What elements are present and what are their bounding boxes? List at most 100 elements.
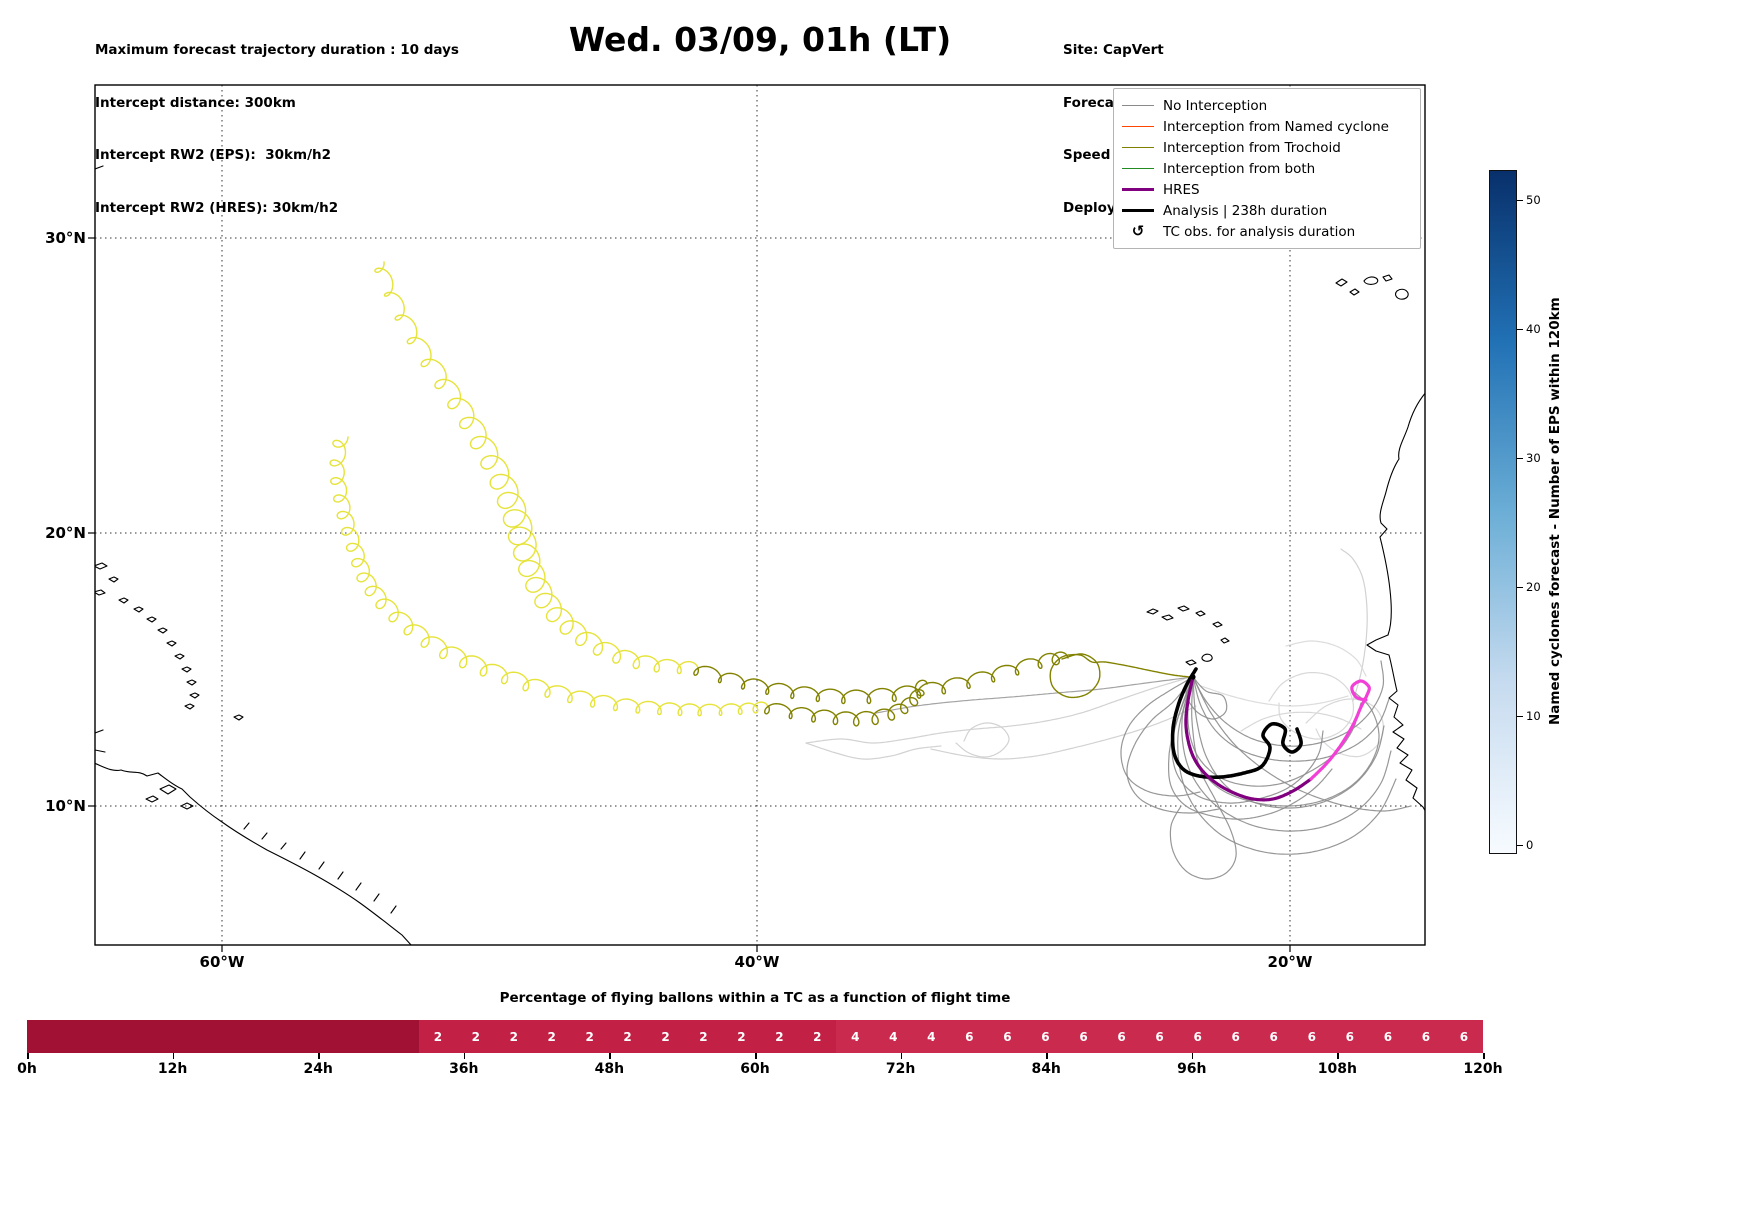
colorbar-tick	[1517, 587, 1523, 589]
strip-percent-value: 4	[851, 1029, 860, 1044]
strip-axis-tick-label: 108h	[1317, 1061, 1357, 1077]
legend-line	[1122, 105, 1154, 106]
coastline-trinidad	[95, 729, 194, 810]
strip-axis-tick	[318, 1053, 320, 1059]
coastline-africa	[1366, 392, 1425, 812]
strip-axis-tick-label: 12h	[157, 1061, 188, 1077]
legend: No Interception Interception from Named c…	[1113, 88, 1421, 249]
figure-title: Wed. 03/09, 01h (LT)	[568, 20, 952, 59]
trajectory-eps-light-7	[955, 722, 1010, 758]
colorbar	[1489, 170, 1517, 854]
legend-item-2: Interception from Trochoid	[1122, 137, 1412, 158]
colorbar-tick-label: 20	[1526, 580, 1541, 594]
colorbar-tick	[1517, 716, 1523, 718]
legend-line-swatch	[1122, 209, 1154, 212]
strip-percent-value: 6	[1345, 1029, 1355, 1044]
lat-label-10n: 10°N	[45, 797, 86, 815]
gridlines	[95, 85, 1425, 945]
lon-label-40w: 40°W	[734, 953, 780, 971]
strip-axis-tick	[1483, 1053, 1485, 1059]
legend-item-0: No Interception	[1122, 95, 1412, 116]
strip-percent-value: 2	[471, 1029, 480, 1044]
strip-percent-value: 6	[1231, 1029, 1240, 1044]
legend-item-3: Interception from both	[1122, 158, 1412, 179]
trajectory-eps-gray-5	[1120, 676, 1201, 797]
trajectory-yellow-trochoid-a	[374, 261, 699, 675]
legend-line-swatch	[1122, 168, 1154, 169]
colorbar-label: Named cyclones forecast - Number of EPS …	[1547, 297, 1563, 725]
legend-line-swatch	[1122, 105, 1154, 106]
trajectory-analysis-track	[1170, 667, 1303, 780]
legend-item-5: Analysis | 238h duration	[1122, 200, 1412, 221]
flight-strip-title: Percentage of flying ballons within a TC…	[499, 990, 1011, 1006]
trajectory-eps-light-10	[1200, 685, 1349, 707]
legend-line-swatch	[1122, 126, 1154, 127]
coastline-cape-verde-islands	[1146, 605, 1230, 666]
flight-strip: 2 2 2 2 2 2 2 2 2 2 2 4 4 4 6 6 6 6 6 6 6 6 6 6 6 6 6 6	[27, 1020, 1483, 1053]
colorbar-tick-label: 50	[1526, 193, 1541, 207]
strip-percent-value: 2	[661, 1029, 670, 1044]
strip-axis-tick	[755, 1053, 757, 1059]
strip-percent-value: 2	[433, 1029, 443, 1044]
strip-percent-value: 6	[1459, 1029, 1469, 1044]
trajectory-eps-light-3	[1268, 672, 1355, 740]
strip-axis-tick-label: 24h	[303, 1061, 333, 1077]
strip-percent-value: 6	[1307, 1029, 1316, 1044]
strip-axis-tick	[900, 1053, 903, 1059]
legend-label: HRES	[1163, 181, 1200, 198]
intercept-rw2-eps-line: Intercept RW2 (EPS): 30km/h2	[95, 147, 331, 163]
coastline-guiana-ticks	[243, 822, 397, 914]
strip-percent-value: 2	[509, 1029, 518, 1044]
strip-percent-value: 6	[1193, 1029, 1202, 1044]
colorbar-tick	[1517, 458, 1523, 460]
legend-line	[1122, 168, 1154, 169]
strip-percent-value: 2	[699, 1029, 708, 1044]
legend-line	[1122, 126, 1154, 127]
strip-percent-value: 4	[927, 1029, 936, 1044]
legend-label: Interception from Trochoid	[1163, 139, 1341, 156]
strip-percent-value: 6	[1421, 1029, 1431, 1044]
legend-item-1: Interception from Named cyclone	[1122, 116, 1412, 137]
trajectory-eps-gray-4	[1126, 676, 1220, 814]
strip-percent-value: 6	[1003, 1029, 1012, 1044]
strip-axis-tick	[609, 1053, 611, 1059]
lon-label-20w: 20°W	[1267, 953, 1313, 971]
strip-percent-value: 6	[1117, 1029, 1126, 1044]
colorbar-tick	[1517, 845, 1523, 847]
intercept-rw2-hres-line: Intercept RW2 (HRES): 30km/h2	[95, 199, 339, 216]
max-duration-line: Maximum forecast trajectory duration : 1…	[95, 42, 459, 58]
coastline-bermuda	[95, 165, 104, 170]
strip-axis-tick	[1191, 1053, 1194, 1059]
strip-axis-tick	[1046, 1053, 1048, 1059]
legend-label: TC obs. for analysis duration	[1163, 223, 1356, 240]
deployment-site-marker	[1190, 674, 1196, 680]
strip-percent-value: 6	[1155, 1029, 1164, 1044]
strip-axis-tick-label: 96h	[1177, 1061, 1207, 1077]
legend-item-4: HRES	[1122, 179, 1412, 200]
trajectory-eps-light-5	[1340, 548, 1368, 702]
legend-line	[1122, 188, 1154, 191]
strip-region-blank	[27, 1020, 419, 1053]
lon-label-60w: 60°W	[199, 953, 245, 971]
coastlines	[95, 165, 1425, 945]
trajectory-hres-purple	[1184, 675, 1313, 802]
strip-percent-value: 6	[1383, 1029, 1393, 1044]
trajectory-yellow-trochoid-b	[329, 436, 769, 717]
strip-percent-value: 2	[775, 1029, 784, 1044]
strip-percent-value: 6	[1269, 1029, 1278, 1044]
strip-percent-value: 4	[889, 1029, 898, 1044]
strip-percent-value: 6	[1041, 1029, 1050, 1044]
strip-axis-tick-label: 120h	[1463, 1061, 1503, 1077]
strip-percent-value: 2	[623, 1029, 632, 1044]
legend-line-swatch	[1122, 188, 1154, 191]
coastline-antilles	[95, 562, 244, 721]
coastline-south-america	[95, 762, 412, 945]
trajectory-eps-gray-3	[1187, 676, 1362, 787]
strip-percent-value: 6	[965, 1029, 974, 1044]
strip-region-2pct	[418, 1020, 837, 1053]
trajectory-layer	[329, 261, 1412, 880]
trajectory-eps-light-9	[1285, 640, 1367, 677]
lat-label-30n: 30°N	[45, 229, 86, 247]
tc-obs-icon: ↺	[1122, 224, 1154, 239]
